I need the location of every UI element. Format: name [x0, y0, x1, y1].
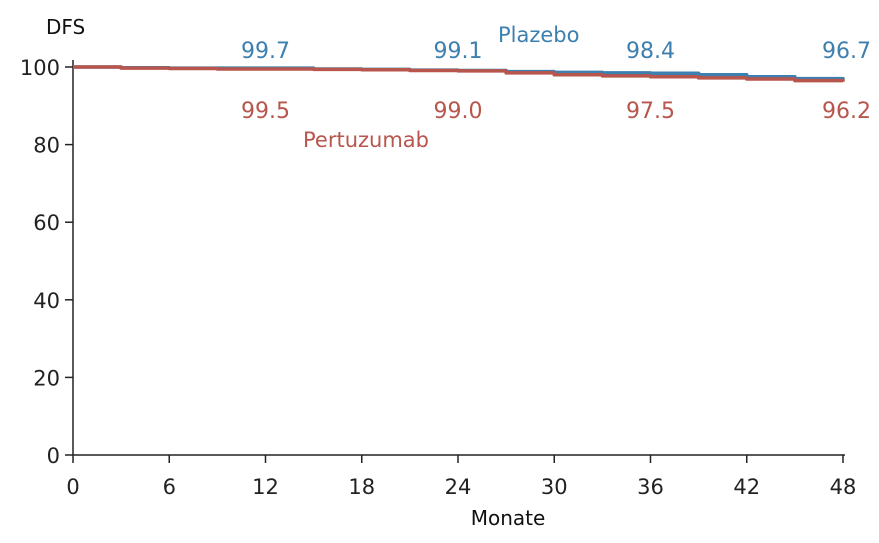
x-axis-ticks: 0 6 12 18 24 30 36 42 48 [66, 455, 856, 499]
x-tick-label-30: 30 [541, 475, 568, 499]
legend-label-pertuzumab: Pertuzumab [303, 128, 429, 152]
x-tick-label-48: 48 [830, 475, 857, 499]
y-tick-label-20: 20 [33, 366, 60, 390]
data-label-plazebo-12: 99.7 [241, 39, 290, 64]
x-tick-label-42: 42 [733, 475, 760, 499]
x-tick-label-0: 0 [66, 475, 79, 499]
y-tick-label-80: 80 [33, 134, 60, 158]
x-tick-label-36: 36 [637, 475, 664, 499]
data-label-pertuzumab-48: 96.2 [822, 99, 871, 124]
y-tick-label-40: 40 [33, 289, 60, 313]
x-tick-label-24: 24 [445, 475, 472, 499]
y-tick-label-60: 60 [33, 211, 60, 235]
y-tick-label-100: 100 [20, 56, 60, 80]
y-axis-title: DFS [46, 15, 85, 39]
data-label-pertuzumab-24: 99.0 [434, 99, 483, 124]
x-tick-label-6: 6 [163, 475, 176, 499]
data-label-plazebo-48: 96.7 [822, 39, 871, 64]
legend-label-plazebo: Plazebo [498, 23, 580, 47]
data-label-plazebo-24: 99.1 [434, 39, 483, 64]
series-lines [73, 65, 845, 83]
x-tick-label-18: 18 [348, 475, 375, 499]
y-tick-label-0: 0 [47, 444, 60, 468]
data-label-pertuzumab-12: 99.5 [241, 99, 290, 124]
x-axis-title: Monate [471, 506, 546, 530]
y-axis-ticks: 0 20 40 60 80 100 [20, 56, 73, 468]
data-label-pertuzumab-36: 97.5 [626, 99, 675, 124]
data-labels: 99.7 99.1 98.4 96.7 99.5 99.0 97.5 96.2 [241, 39, 871, 124]
series-line-pertuzumab [73, 65, 845, 83]
data-label-plazebo-36: 98.4 [626, 39, 675, 64]
x-tick-label-12: 12 [252, 475, 279, 499]
